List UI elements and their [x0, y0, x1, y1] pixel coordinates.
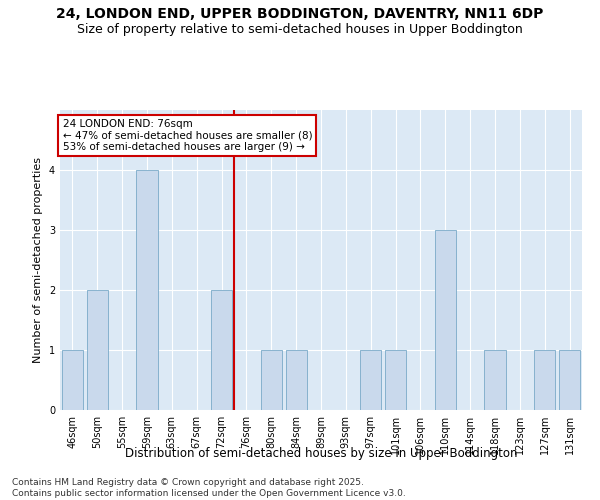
Bar	[559, 350, 580, 410]
Text: Distribution of semi-detached houses by size in Upper Boddington: Distribution of semi-detached houses by …	[125, 448, 517, 460]
Bar	[87, 290, 108, 410]
Bar	[534, 350, 555, 410]
Bar	[484, 350, 506, 410]
Bar	[62, 350, 83, 410]
Bar	[286, 350, 307, 410]
Bar	[435, 230, 456, 410]
Bar	[136, 170, 158, 410]
Text: Contains HM Land Registry data © Crown copyright and database right 2025.
Contai: Contains HM Land Registry data © Crown c…	[12, 478, 406, 498]
Bar	[211, 290, 232, 410]
Text: Size of property relative to semi-detached houses in Upper Boddington: Size of property relative to semi-detach…	[77, 22, 523, 36]
Text: 24 LONDON END: 76sqm
← 47% of semi-detached houses are smaller (8)
53% of semi-d: 24 LONDON END: 76sqm ← 47% of semi-detac…	[62, 119, 312, 152]
Y-axis label: Number of semi-detached properties: Number of semi-detached properties	[34, 157, 43, 363]
Text: 24, LONDON END, UPPER BODDINGTON, DAVENTRY, NN11 6DP: 24, LONDON END, UPPER BODDINGTON, DAVENT…	[56, 8, 544, 22]
Bar	[360, 350, 381, 410]
Bar	[261, 350, 282, 410]
Bar	[385, 350, 406, 410]
